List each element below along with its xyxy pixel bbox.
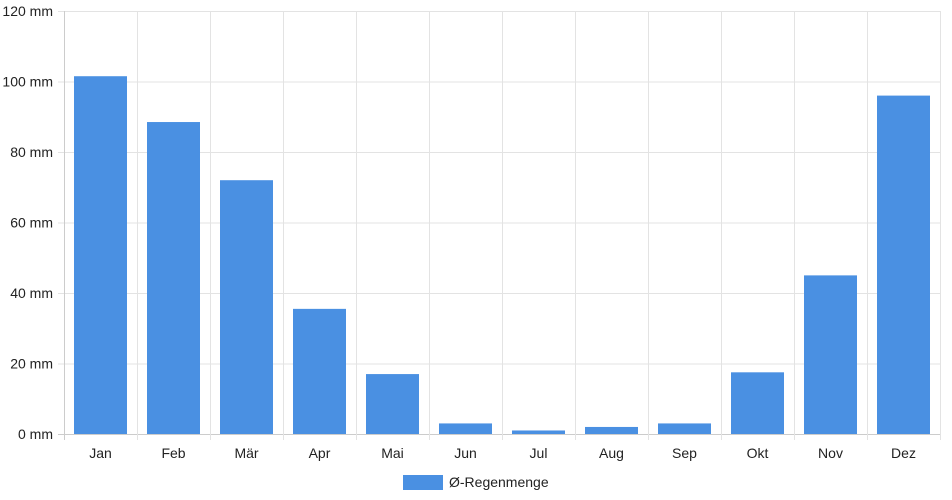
bar-jan[interactable] (74, 76, 127, 435)
x-tick-label: Mai (381, 445, 404, 461)
x-tick-label: Mär (234, 445, 258, 461)
bar-feb[interactable] (147, 122, 200, 434)
y-tick-label: 20 mm (10, 356, 53, 372)
legend[interactable]: Ø-Regenmenge (403, 474, 549, 490)
y-tick-label: 0 mm (18, 426, 53, 442)
x-tick-label: Jan (89, 445, 112, 461)
y-tick-label: 120 mm (2, 3, 53, 19)
bar-jun[interactable] (439, 423, 492, 434)
x-tick-label: Sep (672, 445, 697, 461)
x-tick-label: Feb (161, 445, 185, 461)
x-tick-label: Nov (818, 445, 843, 461)
grid-layer (58, 11, 941, 440)
bar-jul[interactable] (512, 430, 565, 434)
axis-layer: 0 mm 20 mm 40 mm 60 mm 80 mm 100 mm 120 mm Jan F… (2, 3, 916, 461)
bar-okt[interactable] (731, 372, 784, 434)
y-tick-label: 60 mm (10, 215, 53, 231)
x-tick-label: Jun (454, 445, 477, 461)
bar-dez[interactable] (877, 95, 930, 434)
x-tick-label: Aug (599, 445, 624, 461)
x-tick-label: Jul (530, 445, 548, 461)
bar-mär[interactable] (220, 180, 273, 434)
legend-label[interactable]: Ø-Regenmenge (449, 474, 549, 490)
x-tick-label: Apr (309, 445, 331, 461)
y-tick-label: 100 mm (2, 74, 53, 90)
y-tick-label: 40 mm (10, 285, 53, 301)
x-tick-label: Dez (891, 445, 916, 461)
bar-sep[interactable] (658, 423, 711, 434)
bar-apr[interactable] (293, 308, 346, 434)
bar-nov[interactable] (804, 275, 857, 434)
legend-swatch[interactable] (403, 475, 443, 490)
bar-aug[interactable] (585, 426, 638, 434)
bar-mai[interactable] (366, 374, 419, 434)
x-tick-label: Okt (747, 445, 769, 461)
y-tick-label: 80 mm (10, 144, 53, 160)
bars-layer (74, 76, 930, 435)
